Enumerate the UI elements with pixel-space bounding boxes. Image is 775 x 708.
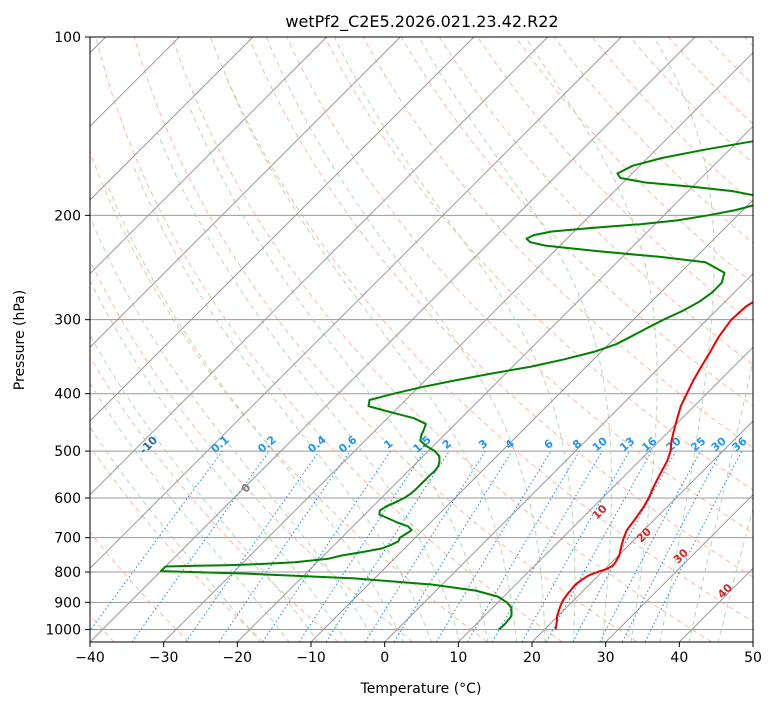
y-tick-label: 600: [54, 491, 81, 507]
isotherm-line: [0, 37, 474, 642]
mixing-ratio-line: [600, 451, 701, 642]
mixing-ratio-lines: [82, 451, 742, 642]
mixing-ratio-label: 2: [440, 437, 454, 452]
mixing-ratio-label: 6: [542, 437, 556, 452]
mixing-ratio-label: 0.2: [255, 433, 278, 455]
dry-adiabat-line: [0, 37, 189, 642]
moist-adiabat-line: [689, 37, 775, 643]
temperature-trace: [556, 37, 775, 629]
isotherm-line: [458, 37, 775, 642]
isotherm-line: [16, 37, 621, 642]
sounding-traces: [161, 37, 775, 629]
x-axis-label: Temperature (°C): [360, 681, 482, 697]
isotherm-line: [0, 37, 400, 642]
y-tick-label: 800: [54, 565, 81, 581]
y-tick-label: 1000: [45, 622, 81, 638]
y-tick-label: 300: [54, 313, 81, 329]
moist-adiabat-line: [718, 37, 775, 643]
mixing-ratio-label: 3: [476, 437, 490, 452]
moist-adiabats: [13, 37, 775, 643]
moist-adiabat-label: 30: [671, 546, 691, 566]
y-tick-label: 200: [54, 208, 81, 224]
x-axis: −40 −30 −20 −10 0 10 20 30 40 50: [75, 642, 762, 666]
x-tick-label: −30: [149, 650, 179, 666]
mixing-ratio-line: [263, 451, 391, 642]
x-tick-label: 20: [523, 650, 541, 666]
moist-adiabat-line: [419, 37, 612, 643]
x-tick-label: 10: [449, 650, 467, 666]
x-tick-label: 40: [670, 650, 688, 666]
moist-adiabat-line: [13, 283, 261, 643]
x-tick-label: 50: [744, 650, 762, 666]
mixing-ratio-label: 1.5: [411, 433, 434, 455]
mixing-ratio-label: 0.1: [209, 433, 232, 455]
y-tick-label: 700: [54, 531, 81, 547]
x-tick-label: 30: [597, 650, 615, 666]
isotherm-line: [679, 37, 775, 642]
y-axis-label: Pressure (hPa): [12, 290, 28, 390]
y-axis: 100 200 300 400 500 600 700 800 900 1000: [45, 30, 90, 638]
moist-adiabat-label: 40: [715, 581, 735, 601]
isotherm-line: [90, 37, 695, 642]
dry-adiabat-line: [96, 37, 562, 642]
mixing-ratio-line: [522, 451, 629, 642]
isotherm-line: [532, 37, 775, 642]
mixing-ratio-label: 0.6: [336, 433, 360, 456]
moist-adiabat-line: [189, 105, 489, 644]
dry-adiabat-line: [554, 37, 775, 642]
mixing-ratio-line: [436, 451, 551, 642]
isobar-grid: [90, 37, 753, 629]
isotherm-line: [237, 37, 775, 642]
x-tick-label: −20: [223, 650, 253, 666]
moist-adiabat-line: [66, 228, 347, 643]
mixing-ratio-label: 8: [570, 437, 584, 452]
isotherm-line: [0, 37, 327, 642]
mixing-ratio-line: [299, 451, 424, 642]
mixing-ratio-line: [573, 451, 676, 642]
dry-adiabat-line: [0, 37, 264, 642]
isotherm-line: [311, 37, 775, 642]
x-tick-label: −10: [296, 650, 326, 666]
moist-adiabat-line: [267, 37, 546, 643]
dry-adiabat-line: [20, 37, 413, 642]
mixing-ratio-label: 0.4: [305, 433, 329, 456]
moist-adiabat-label: 10: [590, 502, 610, 522]
x-tick-label: −40: [75, 650, 105, 666]
y-tick-label: 400: [54, 387, 81, 403]
dry-adiabat-line: [516, 37, 775, 642]
moist-adiabat-line: [225, 73, 517, 643]
dry-adiabat-line: [745, 37, 775, 642]
plot-area: 0.10.20.40.611.52346810131620253036-100-…: [0, 37, 775, 643]
x-tick-label: 0: [380, 650, 389, 666]
y-tick-label: 900: [54, 595, 81, 611]
moist-adiabat-line: [47, 246, 319, 644]
chart-title: wetPf2_C2E5.2026.021.23.42.R22: [285, 12, 558, 32]
dewpoint-trace: [161, 37, 775, 629]
dry-adiabat-label: -10: [137, 433, 160, 456]
mixing-ratio-line: [82, 451, 223, 642]
y-tick-label: 100: [54, 30, 81, 46]
dry-adiabat-line: [0, 37, 338, 642]
moist-adiabat-line: [525, 37, 657, 643]
y-tick-label: 500: [54, 444, 81, 460]
dry-adiabat-line: [134, 37, 637, 642]
isotherm-line: [753, 37, 775, 642]
